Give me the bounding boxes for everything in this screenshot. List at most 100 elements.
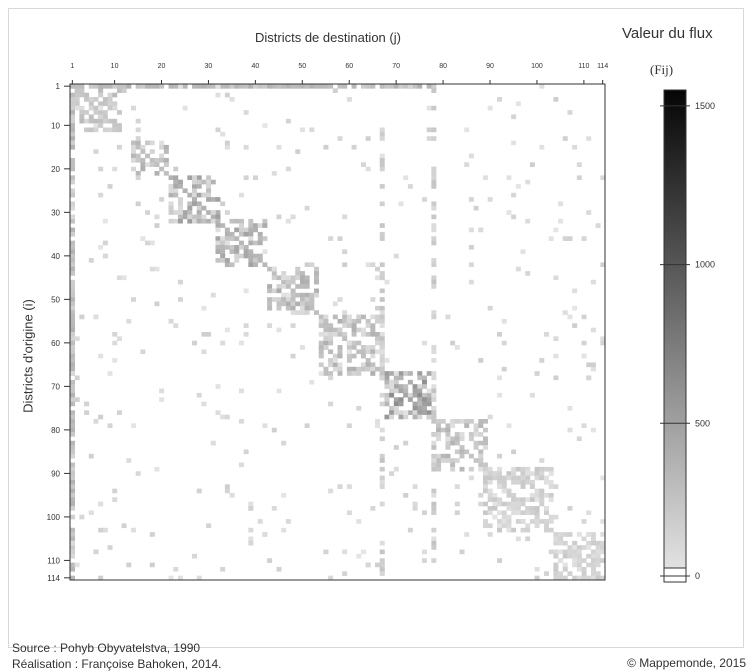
heatmap-cell bbox=[379, 271, 385, 276]
heatmap-cell bbox=[70, 549, 75, 555]
heatmap-cell bbox=[131, 144, 136, 150]
heatmap-cell bbox=[140, 349, 146, 355]
heatmap-cell bbox=[398, 371, 404, 376]
heatmap-cell bbox=[318, 318, 324, 324]
heatmap-cell bbox=[93, 105, 99, 111]
heatmap-cell bbox=[285, 301, 291, 307]
heatmap-cell bbox=[98, 575, 104, 581]
heatmap-cell bbox=[539, 466, 545, 472]
heatmap-cell bbox=[576, 566, 582, 572]
heatmap-cell bbox=[149, 562, 155, 568]
heatmap-cell bbox=[450, 466, 456, 472]
heatmap-cell bbox=[159, 144, 165, 150]
heatmap-cell bbox=[168, 175, 174, 181]
heatmap-cell bbox=[70, 562, 75, 568]
heatmap-cell bbox=[558, 201, 564, 207]
heatmap-cell bbox=[379, 340, 385, 346]
heatmap-cell bbox=[70, 218, 75, 224]
heatmap-cell bbox=[431, 214, 437, 220]
heatmap-cell bbox=[478, 462, 484, 468]
heatmap-cell bbox=[487, 414, 493, 420]
heatmap-cell bbox=[403, 410, 409, 415]
x-tick-label: 80 bbox=[439, 63, 447, 70]
heatmap-cell bbox=[107, 184, 113, 189]
heatmap-cell bbox=[375, 318, 381, 324]
y-tick-label: 50 bbox=[51, 295, 60, 304]
heatmap-cell bbox=[529, 471, 535, 476]
heatmap-cell bbox=[328, 327, 334, 333]
heatmap-cell bbox=[590, 532, 596, 537]
heatmap-cell bbox=[525, 471, 531, 476]
heatmap-cell bbox=[548, 492, 554, 498]
heatmap-cell bbox=[70, 266, 75, 272]
heatmap-cell bbox=[482, 501, 488, 507]
x-tick-label: 1 bbox=[70, 63, 74, 70]
heatmap-cell bbox=[379, 375, 385, 381]
heatmap-cell bbox=[454, 458, 460, 463]
heatmap-cell bbox=[431, 227, 437, 233]
heatmap-cell bbox=[379, 566, 385, 572]
heatmap-cell bbox=[112, 332, 118, 337]
heatmap-cell bbox=[482, 523, 488, 529]
heatmap-cell bbox=[600, 532, 606, 537]
heatmap-cell bbox=[487, 510, 493, 516]
heatmap-cell bbox=[576, 162, 582, 167]
heatmap-cell bbox=[323, 332, 329, 337]
heatmap-cell bbox=[525, 475, 531, 481]
heatmap-cell bbox=[487, 479, 493, 485]
heatmap-cell bbox=[234, 84, 240, 89]
heatmap-cell bbox=[224, 244, 230, 250]
heatmap-cell bbox=[497, 558, 503, 563]
heatmap-cell bbox=[229, 262, 235, 268]
heatmap-cell bbox=[337, 136, 343, 141]
heatmap-cell bbox=[595, 553, 601, 559]
heatmap-cell bbox=[497, 497, 503, 502]
heatmap-cell bbox=[515, 506, 521, 511]
heatmap-cell bbox=[131, 149, 136, 154]
heatmap-cell bbox=[238, 388, 244, 394]
heatmap-cell bbox=[342, 314, 348, 320]
heatmap-cell bbox=[309, 84, 315, 89]
heatmap-cell bbox=[79, 84, 85, 89]
heatmap-cell bbox=[206, 210, 212, 215]
heatmap-cell bbox=[431, 492, 437, 498]
heatmap-cell bbox=[511, 475, 517, 481]
heatmap-cell bbox=[314, 279, 320, 285]
heatmap-cell bbox=[112, 340, 118, 346]
heatmap-cell bbox=[79, 110, 85, 115]
heatmap-cell bbox=[88, 97, 94, 102]
heatmap-cell bbox=[511, 527, 517, 533]
heatmap-cell bbox=[318, 84, 324, 89]
heatmap-cell bbox=[431, 410, 437, 415]
heatmap-cell bbox=[215, 197, 221, 202]
heatmap-cell bbox=[478, 423, 484, 429]
heatmap-cell bbox=[149, 149, 155, 154]
heatmap-cell bbox=[436, 458, 442, 463]
heatmap-cell bbox=[140, 236, 146, 241]
heatmap-cell bbox=[332, 332, 338, 337]
heatmap-cell bbox=[107, 101, 113, 107]
heatmap-cell bbox=[412, 501, 418, 507]
heatmap-cell bbox=[370, 323, 376, 328]
heatmap-cell bbox=[356, 318, 362, 324]
heatmap-cell bbox=[70, 488, 75, 494]
heatmap-cell bbox=[562, 236, 568, 241]
heatmap-cell bbox=[431, 184, 437, 189]
heatmap-cell bbox=[84, 92, 90, 98]
heatmap-cell bbox=[135, 171, 141, 176]
heatmap-cell bbox=[131, 153, 136, 159]
heatmap-cell bbox=[93, 84, 99, 89]
heatmap-cell bbox=[112, 488, 118, 494]
heatmap-cell bbox=[309, 127, 315, 133]
heatmap-cell bbox=[586, 545, 592, 550]
heatmap-cell bbox=[525, 510, 531, 516]
heatmap-cell bbox=[238, 340, 244, 346]
heatmap-cell bbox=[478, 453, 484, 459]
heatmap-cell bbox=[135, 118, 141, 124]
heatmap-cell bbox=[276, 214, 282, 220]
heatmap-cell bbox=[370, 332, 376, 337]
heatmap-cell bbox=[534, 523, 540, 529]
heatmap-cell bbox=[70, 419, 75, 424]
heatmap-cell bbox=[70, 349, 75, 355]
heatmap-cell bbox=[299, 275, 305, 281]
